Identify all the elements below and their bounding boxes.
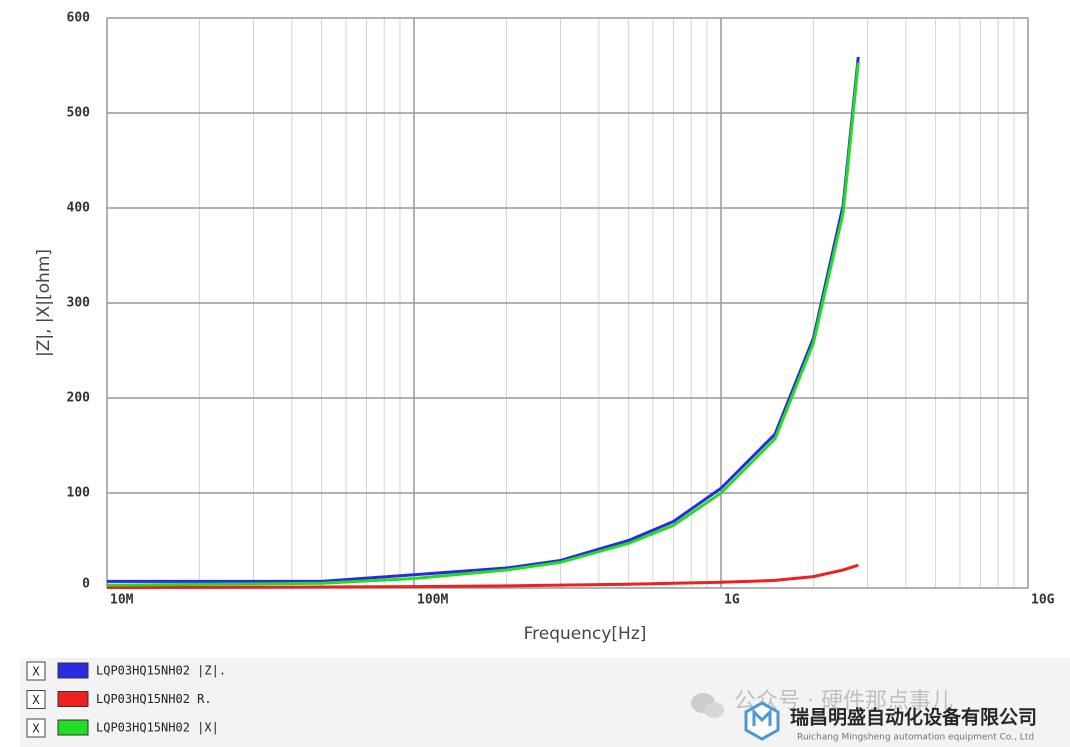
y-tick-label: 500 — [67, 106, 91, 121]
series-line — [106, 62, 860, 587]
legend-check: X — [32, 693, 40, 707]
legend-label: LQP03HQ15NH02 R. — [96, 692, 212, 706]
x-tick-label: 10M — [110, 593, 134, 608]
watermark-company-en: Ruichang Mingsheng automation equipment … — [797, 733, 1034, 743]
series-line — [106, 563, 859, 590]
legend-check: X — [32, 722, 40, 736]
legend-label: LQP03HQ15NH02 |Z|. — [96, 664, 226, 678]
x-tick-label: 100M — [417, 593, 448, 608]
legend-swatch — [57, 662, 89, 679]
y-tick-label: 600 — [67, 11, 91, 26]
x-tick-label: 1G — [724, 593, 740, 608]
plot-area — [106, 17, 1029, 590]
y-tick-label: 200 — [67, 391, 91, 406]
legend: X LQP03HQ15NH02 |Z|. X LQP03HQ15NH02 R. X LQP… — [26, 661, 226, 738]
watermark-company: 瑞昌明盛自动化设备有限公司 — [790, 706, 1037, 729]
legend-label: LQP03HQ15NH02 |X| — [96, 721, 219, 735]
y-tick-label: 300 — [67, 296, 91, 311]
company-logo — [752, 708, 772, 726]
legend-checkbox — [26, 661, 46, 681]
legend-checkbox — [26, 690, 46, 709]
y-axis-label: |Z|, |X|[ohm] — [34, 249, 54, 357]
y-tick-label: 0 — [82, 577, 90, 592]
legend-panel — [20, 658, 1070, 747]
legend-checkbox — [26, 718, 46, 738]
legend-swatch — [57, 691, 89, 707]
y-tick-label: 400 — [67, 201, 91, 216]
legend-swatch — [57, 719, 89, 736]
y-tick-label: 100 — [67, 486, 91, 501]
wechat-icon — [704, 702, 724, 718]
x-tick-label: 10G — [1031, 593, 1055, 608]
legend-check: X — [32, 665, 40, 679]
x-axis-label: Frequency[Hz] — [524, 624, 647, 644]
watermark: 公众号 · 硬件那点事儿 瑞昌明盛自动化设备有限公司 Ruichang Ming… — [691, 689, 1037, 743]
